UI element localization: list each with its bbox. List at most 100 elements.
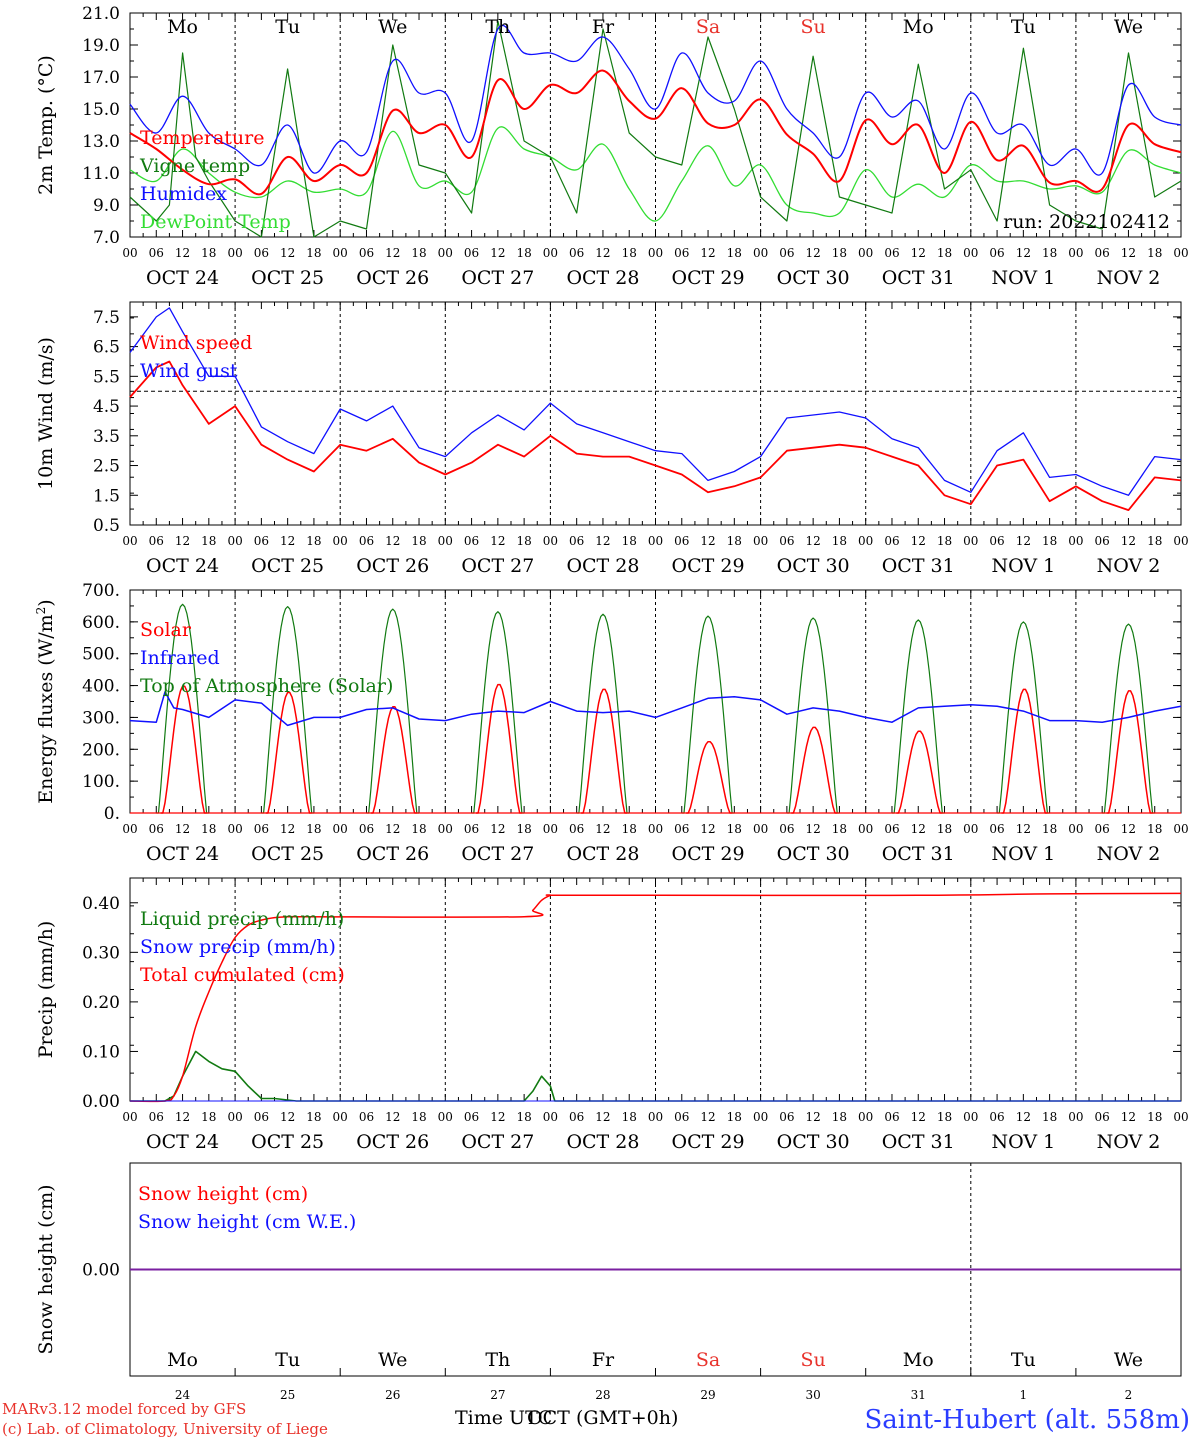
hour-tick-label: 18 — [832, 534, 847, 548]
hour-tick-label: 00 — [963, 1110, 978, 1124]
time-axis-timezone: (GMT+0h) — [576, 1407, 678, 1429]
date-number: 29 — [700, 1388, 715, 1402]
day-name: Mo — [167, 16, 198, 38]
hour-tick-label: 00 — [648, 1110, 663, 1124]
day-name: Fr — [592, 16, 615, 38]
hour-tick-label: 18 — [1147, 1110, 1162, 1124]
day-name: Su — [801, 16, 826, 38]
day-name: Tu — [275, 16, 300, 38]
hour-tick-label: 12 — [806, 1110, 821, 1124]
date-label: OCT 25 — [251, 555, 324, 577]
toa-solar-line — [681, 615, 735, 814]
panel-frame — [129, 589, 1182, 814]
date-number: 25 — [280, 1388, 295, 1402]
date-label: OCT 27 — [461, 555, 534, 577]
hour-tick-label: 12 — [175, 1110, 190, 1124]
hour-tick-label: 18 — [1042, 534, 1057, 548]
date-label: NOV 2 — [1097, 555, 1161, 577]
hour-tick-label: 00 — [858, 822, 873, 836]
wind-speed-line — [129, 360, 1182, 512]
solar-line — [791, 726, 838, 814]
hour-tick-label: 12 — [806, 246, 821, 260]
hour-tick-label: 00 — [438, 246, 453, 260]
hour-tick-label: 06 — [254, 1110, 269, 1124]
date-label: OCT 30 — [777, 843, 850, 865]
hour-tick-label: 18 — [832, 822, 847, 836]
day-name: Th — [485, 1349, 510, 1371]
hour-tick-label: 18 — [1042, 1110, 1057, 1124]
date-label: OCT 29 — [672, 1131, 745, 1153]
hour-tick-label: 12 — [280, 1110, 295, 1124]
run-label: run: 2022102412 — [1003, 211, 1170, 233]
hour-tick-label: 06 — [569, 246, 584, 260]
date-number: 30 — [806, 1388, 821, 1402]
legend-entry: Top of Atmosphere (Solar) — [140, 675, 393, 697]
hour-tick-label: 12 — [175, 246, 190, 260]
hour-tick-label: 06 — [254, 246, 269, 260]
y-tick-label: 7.0 — [93, 228, 120, 248]
hour-tick-label: 18 — [832, 1110, 847, 1124]
legend-entry: Humidex — [140, 183, 227, 205]
y-tick-label: 13.0 — [82, 132, 120, 152]
date-number: 26 — [385, 1388, 400, 1402]
liquid-precip-line — [130, 1050, 1181, 1102]
hour-tick-label: 12 — [490, 1110, 505, 1124]
hour-tick-label: 12 — [911, 246, 926, 260]
date-label: NOV 2 — [1097, 1131, 1161, 1153]
toa-solar-line — [997, 621, 1050, 814]
toa-solar-line — [366, 608, 419, 814]
hour-tick-label: 12 — [385, 822, 400, 836]
hour-tick-label: 18 — [201, 246, 216, 260]
date-label: OCT 28 — [566, 555, 639, 577]
solar-line — [1106, 690, 1153, 814]
y-tick-label: 3.5 — [93, 427, 120, 447]
toa-solar-line — [471, 611, 525, 814]
date-label: OCT 30 — [777, 555, 850, 577]
solar-line — [265, 691, 312, 814]
hour-tick-label: 12 — [385, 246, 400, 260]
date-label: OCT 30 — [777, 1131, 850, 1153]
hour-tick-label: 12 — [1016, 534, 1031, 548]
y-tick-label: 19.0 — [82, 36, 120, 56]
hour-tick-label: 12 — [700, 246, 715, 260]
y-tick-label: 700. — [82, 581, 120, 601]
date-label: OCT 31 — [882, 1131, 955, 1153]
date-label: OCT 27 — [461, 843, 534, 865]
hour-tick-label: 06 — [1095, 534, 1110, 548]
hour-tick-label: 06 — [989, 822, 1004, 836]
hour-tick-label: 12 — [280, 246, 295, 260]
hour-tick-label: 12 — [1016, 822, 1031, 836]
hour-tick-label: 00 — [543, 822, 558, 836]
hour-tick-label: 18 — [727, 534, 742, 548]
date-label: OCT 24 — [146, 843, 219, 865]
hour-tick-label: 18 — [201, 822, 216, 836]
hour-tick-label: 00 — [122, 246, 137, 260]
hour-tick-label: 12 — [1016, 1110, 1031, 1124]
hour-tick-label: 18 — [306, 246, 321, 260]
date-label: OCT 31 — [882, 267, 955, 289]
date-label: OCT 29 — [672, 555, 745, 577]
hour-tick-label: 18 — [306, 822, 321, 836]
hour-tick-label: 12 — [1121, 246, 1136, 260]
hour-tick-label: 18 — [201, 534, 216, 548]
hour-tick-label: 12 — [490, 246, 505, 260]
panel-1: 00 06 12 18 OCT 24 00 06 12 18 OCT 25 00 06 12 18 OCT … — [35, 4, 1189, 289]
hour-tick-label: 18 — [727, 822, 742, 836]
hour-tick-label: 12 — [490, 822, 505, 836]
hour-tick-label: 12 — [175, 534, 190, 548]
hour-tick-label: 00 — [753, 822, 768, 836]
hour-tick-label: 00 — [543, 1110, 558, 1124]
hour-tick-label: 18 — [937, 534, 952, 548]
y-tick-label: 0.40 — [82, 894, 120, 914]
hour-tick-label: 00 — [648, 822, 663, 836]
date-label: NOV 1 — [991, 1131, 1055, 1153]
y-tick-label: 0.5 — [93, 516, 120, 536]
date-label: OCT 28 — [566, 267, 639, 289]
hour-tick-label: 06 — [1095, 822, 1110, 836]
infrared-line — [129, 691, 1182, 727]
toa-solar-line — [892, 619, 945, 814]
solar-line — [686, 740, 733, 814]
hour-tick-label: 06 — [254, 822, 269, 836]
date-label: OCT 25 — [251, 843, 324, 865]
date-label: OCT 30 — [777, 267, 850, 289]
